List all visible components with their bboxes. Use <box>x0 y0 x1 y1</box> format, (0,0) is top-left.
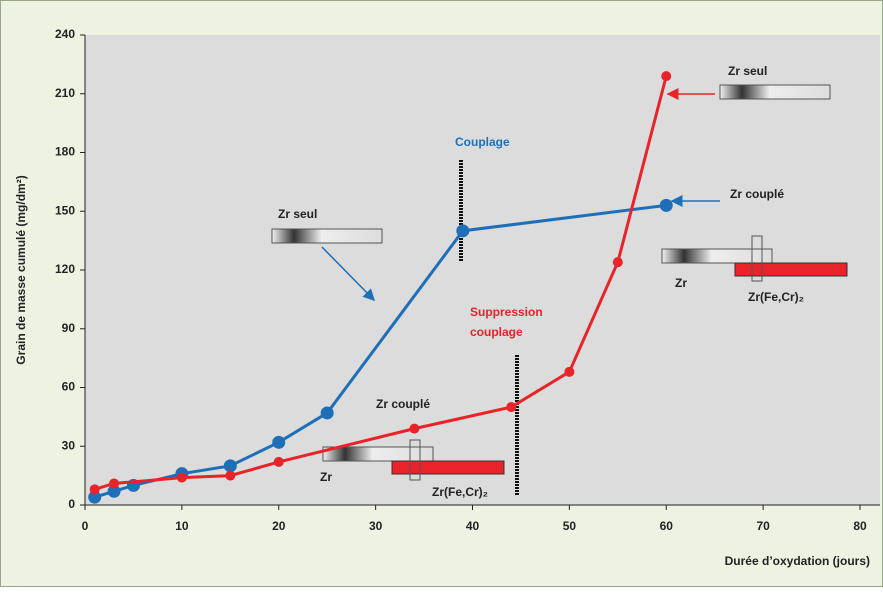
data-point <box>659 198 673 212</box>
x-tick-label: 50 <box>563 519 577 533</box>
data-point <box>176 472 187 483</box>
data-point <box>88 490 102 504</box>
x-tick-label: 40 <box>466 519 480 533</box>
y-tick-label: 210 <box>55 86 75 100</box>
annotation: Zr(Fe,Cr)₂ <box>748 290 804 304</box>
y-tick-label: 90 <box>62 321 76 335</box>
annotation: Zr(Fe,Cr)₂ <box>432 485 488 499</box>
annotation: Zr couplé <box>730 187 784 201</box>
y-tick-label: 150 <box>55 203 75 217</box>
series-line <box>94 75 668 491</box>
data-point <box>506 402 517 413</box>
y-tick-label: 180 <box>55 145 75 159</box>
data-point <box>272 435 286 449</box>
x-tick-label: 10 <box>175 519 189 533</box>
annotation: Couplage <box>455 135 510 149</box>
x-tick-label: 70 <box>756 519 770 533</box>
y-tick-label: 0 <box>68 497 75 511</box>
x-axis-label: Durée d’oxydation (jours) <box>725 554 870 568</box>
annotation: Zr seul <box>728 64 767 78</box>
data-point <box>225 470 236 481</box>
x-tick-label: 0 <box>82 519 89 533</box>
illustrations <box>271 84 848 495</box>
x-tick-label: 30 <box>369 519 383 533</box>
x-tick-label: 20 <box>272 519 286 533</box>
annotation: Zr couplé <box>376 397 430 411</box>
annotation: Zr seul <box>278 207 317 221</box>
data-point <box>273 456 284 467</box>
data-point <box>107 484 121 498</box>
annotation: Zr <box>675 276 687 290</box>
data-point <box>564 366 575 377</box>
y-tick-label: 30 <box>62 438 76 452</box>
data-point <box>320 406 334 420</box>
data-point <box>456 224 470 238</box>
annotation: couplage <box>470 325 523 339</box>
data-point <box>409 423 420 434</box>
y-tick-label: 240 <box>55 27 75 41</box>
y-tick-label: 60 <box>62 380 76 394</box>
annotation: Suppression <box>470 305 543 319</box>
data-point <box>89 484 100 495</box>
y-axis-label: Grain de masse cumulé (mg/dm²) <box>14 175 28 364</box>
data-point <box>612 257 623 268</box>
y-tick-label: 120 <box>55 262 75 276</box>
x-tick-label: 80 <box>853 519 867 533</box>
annotation: Zr <box>320 470 332 484</box>
data-point <box>661 71 672 82</box>
data-point <box>109 478 120 489</box>
data-point <box>223 459 237 473</box>
x-tick-label: 60 <box>660 519 674 533</box>
